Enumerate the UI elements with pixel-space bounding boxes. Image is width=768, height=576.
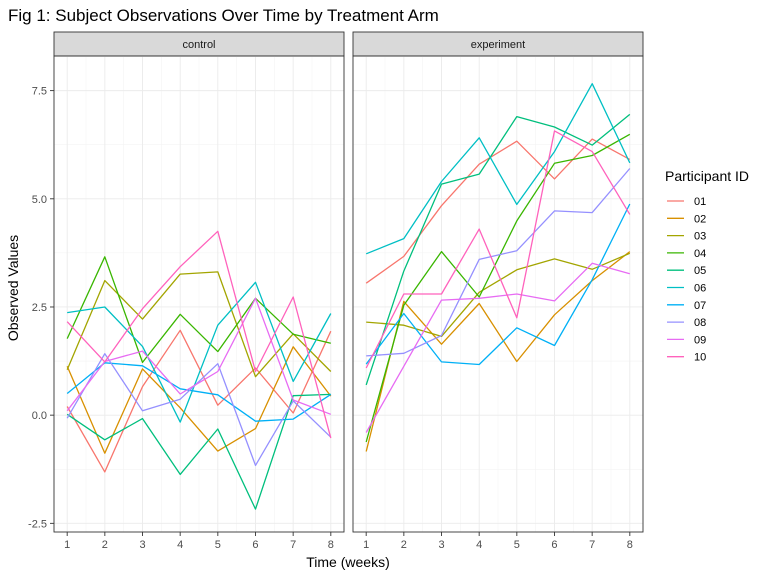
series-line-01 [365,138,631,284]
legend-item-06: 06 [667,283,706,295]
series-line-06 [365,83,631,255]
series-line-10 [365,130,631,369]
series-line-08 [366,168,631,357]
series-line-10 [66,230,332,439]
legend-item-04: 04 [667,248,706,260]
legend-label: 05 [694,265,706,277]
series-line-01 [66,329,332,473]
series-line-05 [66,393,331,510]
legend-title: Participant ID [665,168,749,184]
x-axis-title: Time (weeks) [306,554,390,570]
legend-label: 10 [694,352,706,364]
y-tick-label: 0.0 [32,410,47,422]
y-tick-label: 2.5 [32,302,47,314]
panel-border [53,55,345,533]
legend-label: 09 [694,334,706,346]
legend-label: 04 [694,248,706,260]
legend-items: 01 02 03 04 05 06 07 08 09 10 [667,196,706,364]
legend-item-05: 05 [667,265,706,277]
legend-label: 01 [694,196,706,208]
facet-strip [53,31,345,57]
facet-panel-experiment: experiment 1 2 3 4 5 6 7 8 [352,31,644,551]
series-line-05 [365,113,631,386]
legend-label: 02 [694,213,706,225]
x-tick-label: 7 [290,539,296,551]
chart-title: Fig 1: Subject Observations Over Time by… [8,6,439,25]
series-line-04 [66,256,331,364]
x-tick-label: 8 [328,539,334,551]
legend: Participant ID 01 02 03 04 05 06 07 08 09 10 [665,168,749,364]
legend-item-03: 03 [667,231,706,243]
y-tick-label: 5.0 [32,194,47,206]
x-tick-label: 8 [627,539,633,551]
series-line-03 [366,252,631,338]
legend-label: 07 [694,300,706,312]
series-line-02 [365,251,631,452]
facet-panel-control: control 1 2 3 4 5 6 7 8 -2.5 0.0 2.5 5.0 7.5 [28,31,345,551]
series-line-02 [66,346,332,454]
legend-label: 06 [694,283,706,295]
x-tick-label: 7 [589,539,595,551]
series-line-06 [67,281,332,423]
y-axis-title: Observed Values [5,235,21,341]
x-tick-label: 2 [102,539,108,551]
x-tick-label: 5 [514,539,520,551]
legend-label: 08 [694,317,706,329]
legend-label: 03 [694,231,706,243]
series-line-08 [66,353,332,467]
facet-strip-label: control [182,39,215,51]
legend-item-09: 09 [667,334,706,346]
series-line-09 [365,262,630,433]
x-tick-label: 3 [438,539,444,551]
x-tick-label: 1 [363,539,369,551]
x-tick-label: 2 [401,539,407,551]
series-line-03 [66,271,332,378]
series-line-09 [66,297,332,415]
x-tick-label: 4 [177,539,183,551]
legend-item-02: 02 [667,213,706,225]
x-tick-label: 4 [476,539,482,551]
x-tick-label: 6 [551,539,557,551]
x-tick-label: 3 [139,539,145,551]
series-line-07 [365,203,631,366]
x-tick-label: 6 [252,539,258,551]
panel-border [352,55,644,533]
y-tick-label: 7.5 [32,86,47,98]
facet-strip [352,31,644,57]
legend-item-07: 07 [667,300,706,312]
legend-item-10: 10 [667,352,706,364]
x-tick-label: 5 [215,539,221,551]
facet-strip-label: experiment [471,39,525,51]
y-tick-label: -2.5 [28,518,47,530]
facet-panels: control 1 2 3 4 5 6 7 8 -2.5 0.0 2.5 5.0 7.5 experimen… [28,31,644,551]
legend-item-08: 08 [667,317,706,329]
legend-item-01: 01 [667,196,706,208]
x-tick-label: 1 [64,539,70,551]
series-line-04 [365,133,631,443]
